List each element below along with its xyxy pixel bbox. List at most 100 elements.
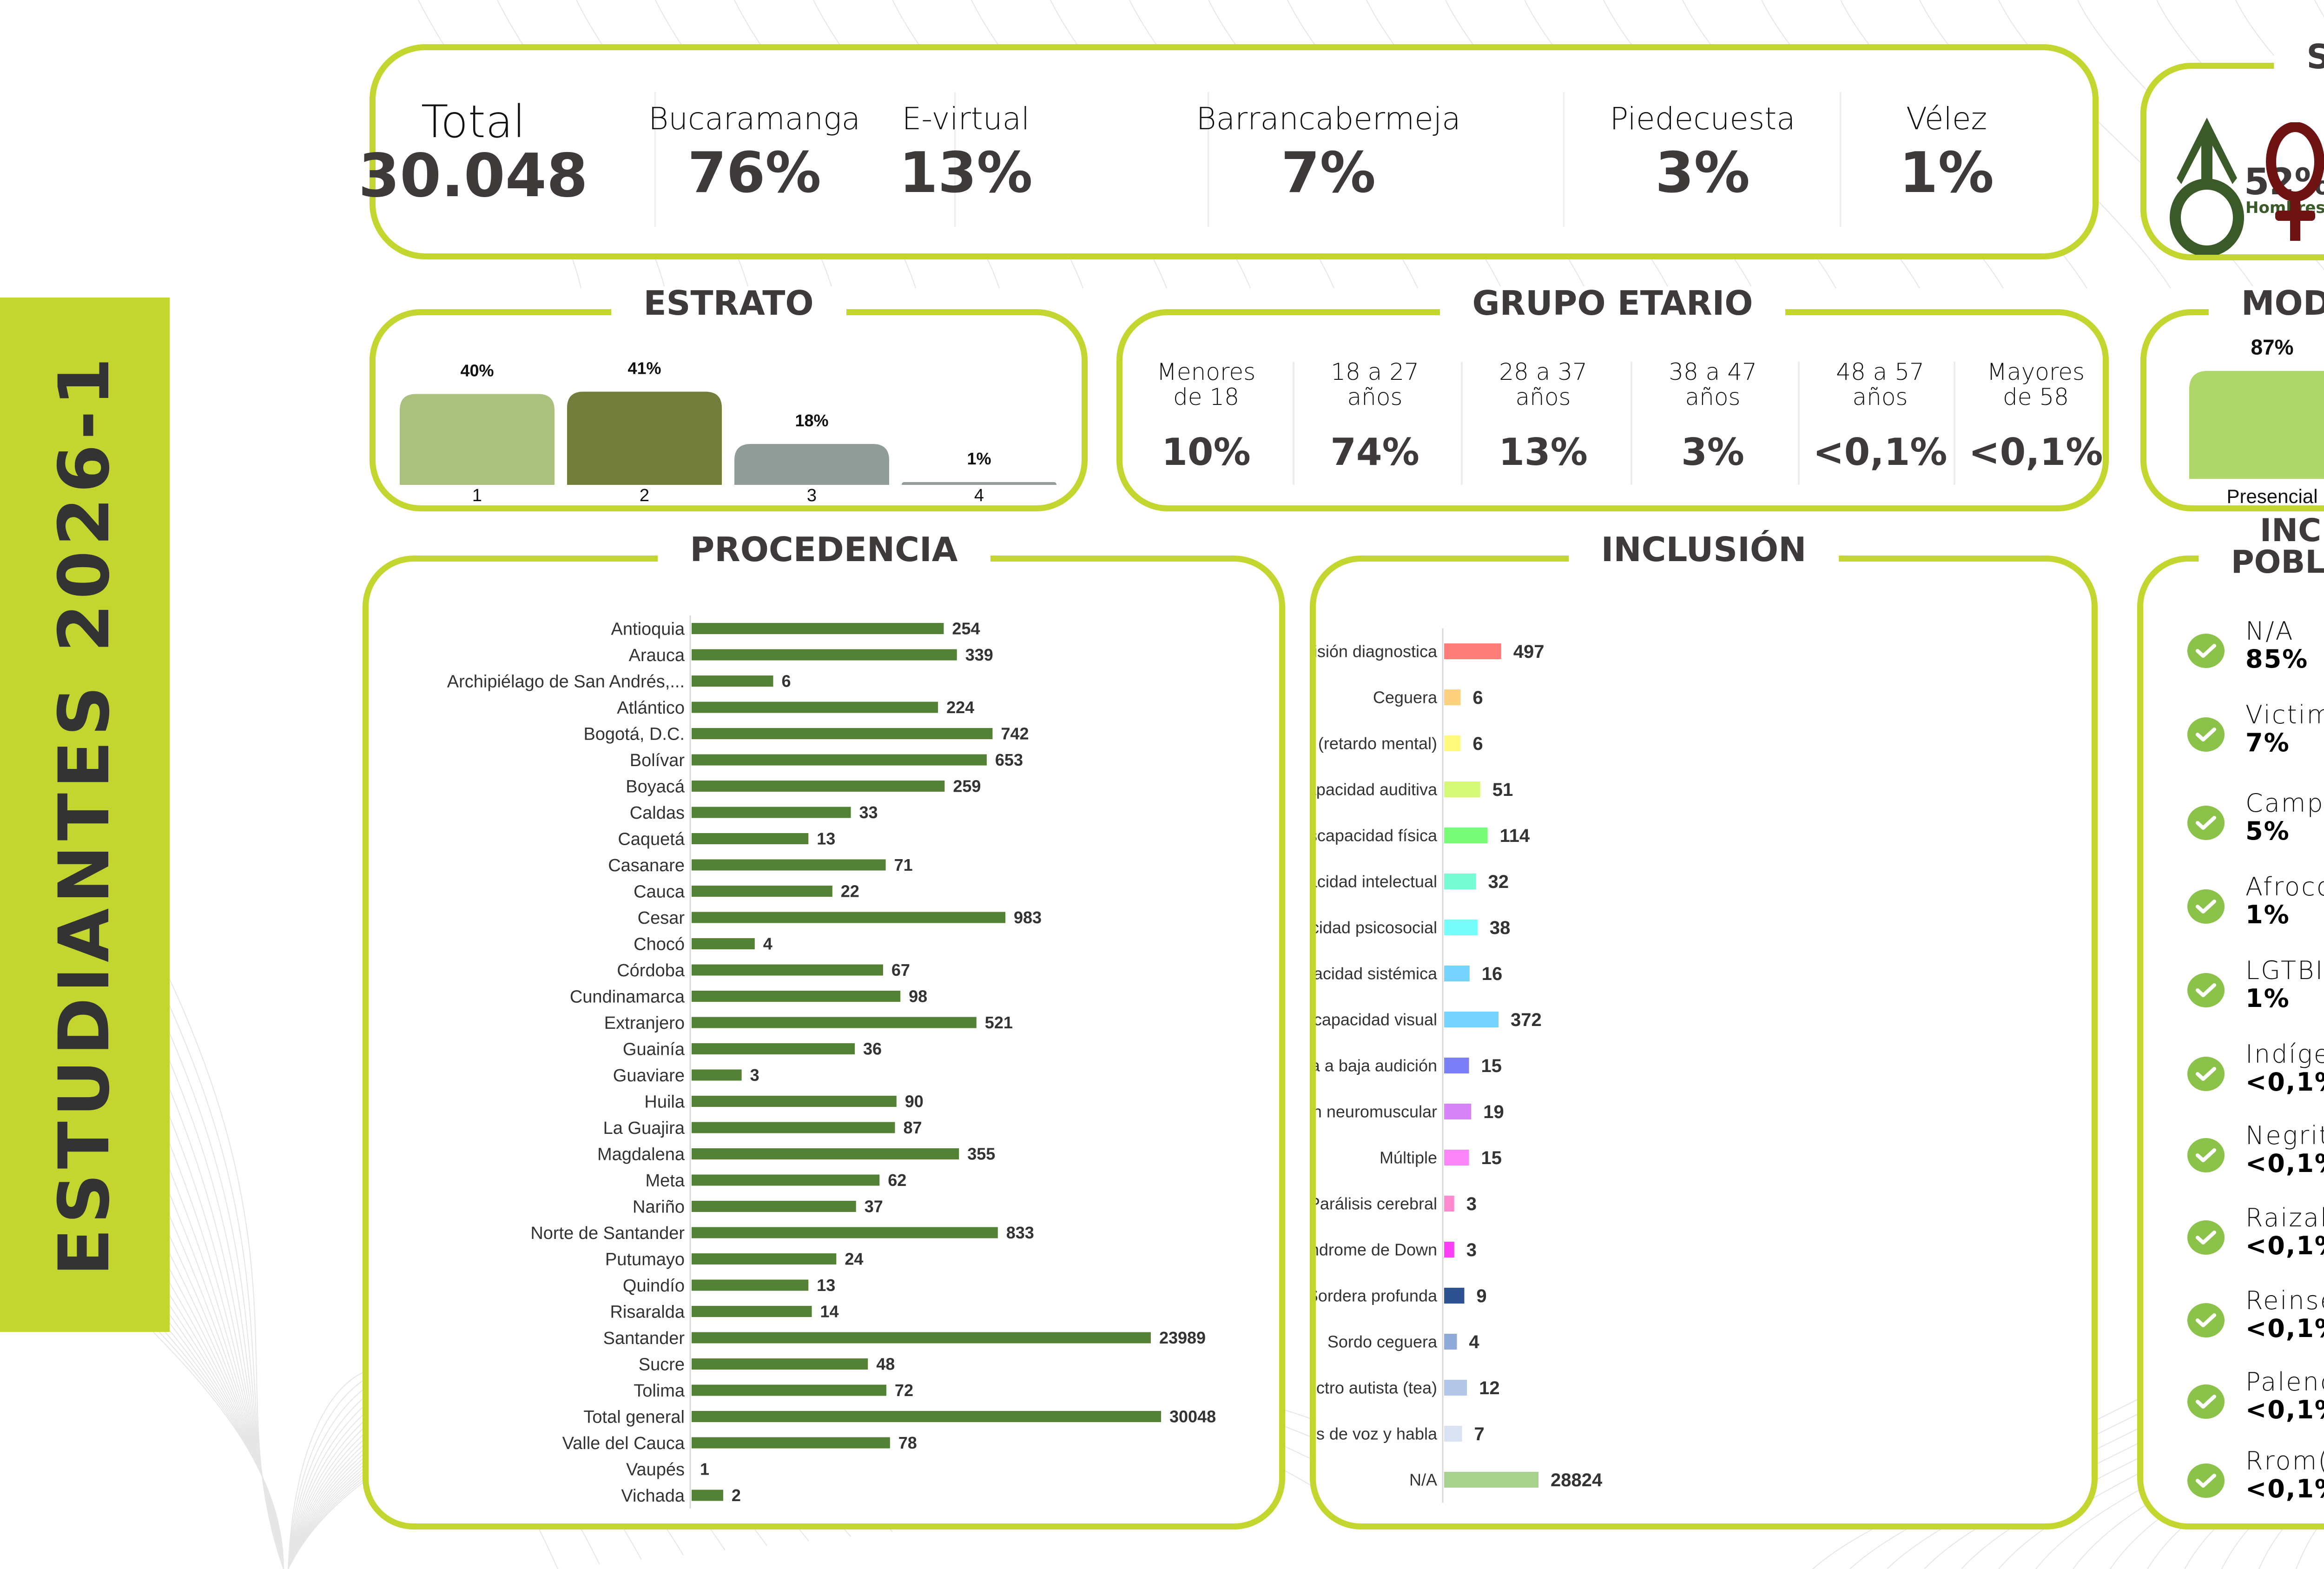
bar <box>692 1148 959 1159</box>
check-circle-icon <box>2187 1138 2225 1172</box>
category-label: Trastornos permanentes de voz y habla <box>1316 1424 1438 1443</box>
bar <box>1444 1472 1538 1488</box>
category-label: Bogotá, D.C. <box>583 724 685 744</box>
divider <box>1631 362 1632 485</box>
population-label: Afrocolombiano <box>2245 872 2324 901</box>
category-label: Vichada <box>621 1486 685 1506</box>
bar <box>692 1332 1151 1344</box>
bar-value-label: 9 <box>1476 1286 1486 1306</box>
bar-value-label: 38 <box>1490 918 1511 938</box>
bar-value-label: 13 <box>817 1276 835 1295</box>
population-value: 7% <box>2245 728 2290 758</box>
bar <box>692 675 773 687</box>
category-label: Antioquia <box>611 619 685 639</box>
bar <box>692 649 957 661</box>
bar-value-label: 3 <box>1466 1194 1477 1214</box>
age-group-value: 3% <box>1681 430 1744 474</box>
bar-value-label: 3 <box>750 1066 759 1085</box>
population-item: Reinsertados<0,1% <box>2187 1286 2324 1343</box>
bar-value-label: 653 <box>995 750 1023 769</box>
bar-value-label: 41% <box>627 359 661 378</box>
bar <box>692 1069 742 1081</box>
category-label: Hipoacusia a baja audición <box>1316 1056 1437 1075</box>
bar <box>692 1279 809 1291</box>
bar <box>692 728 993 739</box>
bar-value-label: 40% <box>460 361 494 380</box>
category-label: Guainía <box>623 1039 685 1059</box>
category-label: Ceguera <box>1373 688 1438 707</box>
bar-value-label: 15 <box>1481 1148 1502 1168</box>
total-stat: Total 30.048 <box>358 50 588 253</box>
age-group: Menores de 18 10% <box>1129 359 1283 485</box>
sede-label: Piedecuesta <box>1610 101 1796 137</box>
category-label: La Guajira <box>603 1119 685 1138</box>
divider <box>1954 362 1955 485</box>
estrato-chart: 40% 1 41% 2 18% 3 1% 4 <box>400 359 1056 505</box>
card-title: GRUPO ETARIO <box>1439 286 1786 320</box>
bar-value-label: 4 <box>763 934 772 953</box>
category-label: Putumayo <box>605 1250 685 1269</box>
bar <box>692 1411 1161 1422</box>
population-item: Afrocolombiano1% <box>2187 873 2324 929</box>
sede-stat-bucaramanga: Bucaramanga 76% <box>648 50 860 253</box>
bar-value-label: 13 <box>817 829 835 848</box>
category-label: Sordo ceguera <box>1327 1332 1438 1351</box>
grupo-etario-card: GRUPO ETARIO Menores de 18 10% 18 a 27 años 7… <box>1116 286 2109 511</box>
category-label: Arauca <box>629 646 685 665</box>
category-label: Deficiencia cognitiva (retardo mental) <box>1316 734 1437 753</box>
population-label: Victimas <box>2245 700 2324 729</box>
bar-value-label: 497 <box>1513 642 1545 662</box>
age-group-value: 13% <box>1499 430 1588 474</box>
population-item: Indígena<0,1% <box>2187 1040 2324 1097</box>
divider <box>954 92 956 227</box>
population-value: 1% <box>2245 900 2290 930</box>
total-label: Total <box>421 95 526 148</box>
bar <box>1444 643 1501 659</box>
bar <box>692 702 938 713</box>
bar <box>692 1017 977 1028</box>
population-item: Rrom(GITANA)<0,1% <box>2187 1447 2324 1503</box>
bar <box>1444 1104 1472 1119</box>
check-circle-icon <box>2187 1303 2225 1337</box>
bar-value-label: 19 <box>1483 1102 1504 1122</box>
bar-value-label: 833 <box>1006 1223 1034 1242</box>
category-label: Atlántico <box>617 698 685 718</box>
bar <box>692 1384 886 1396</box>
age-group-label: Menores de 18 <box>1157 359 1255 415</box>
category-label: 3 <box>807 486 817 505</box>
category-label: Caquetá <box>618 829 685 849</box>
category-label: Guaviare <box>613 1066 685 1086</box>
category-label: Risaralda <box>610 1302 685 1322</box>
category-label: Parálisis cerebral <box>1316 1194 1437 1213</box>
bar-value-label: 1 <box>700 1460 709 1479</box>
bar-value-label: 78 <box>898 1433 917 1452</box>
card-title: MODALIDAD <box>2208 286 2324 320</box>
category-label: Caldas <box>630 803 685 823</box>
population-label: LGTBI <box>2245 956 2324 985</box>
age-label-line2: de 18 <box>1173 384 1239 410</box>
card-title: ESTRATO <box>611 286 846 320</box>
category-label: Síndrome de Down <box>1316 1240 1437 1259</box>
category-label: Baja visión diagnostica <box>1316 642 1438 661</box>
bar <box>1444 874 1476 889</box>
bar-1 <box>400 394 555 485</box>
sede-value: 76% <box>687 140 821 205</box>
category-label: Cauca <box>634 882 685 901</box>
category-label: Bolívar <box>630 751 685 770</box>
bar-value-label: 254 <box>952 619 980 638</box>
bar-value-label: 23989 <box>1159 1328 1206 1347</box>
bar-value-label: 2 <box>732 1486 741 1505</box>
category-label: Magdalena <box>597 1145 685 1164</box>
population-item: Victimas7% <box>2187 701 2324 757</box>
age-group-value: <0,1% <box>1813 430 1948 474</box>
age-label-line1: 38 a 47 <box>1669 358 1757 385</box>
bar <box>692 807 851 818</box>
category-label: 4 <box>974 486 984 505</box>
category-label: Meta <box>646 1171 685 1191</box>
category-label: Discapacidad física <box>1316 826 1438 845</box>
bar-value-label: 87 <box>903 1118 922 1137</box>
divider <box>1461 362 1463 485</box>
page-title: ESTUDIANTES 2026-1 <box>44 353 125 1276</box>
bar-value-label: 72 <box>895 1381 913 1400</box>
bar-value-label: 71 <box>894 855 913 874</box>
